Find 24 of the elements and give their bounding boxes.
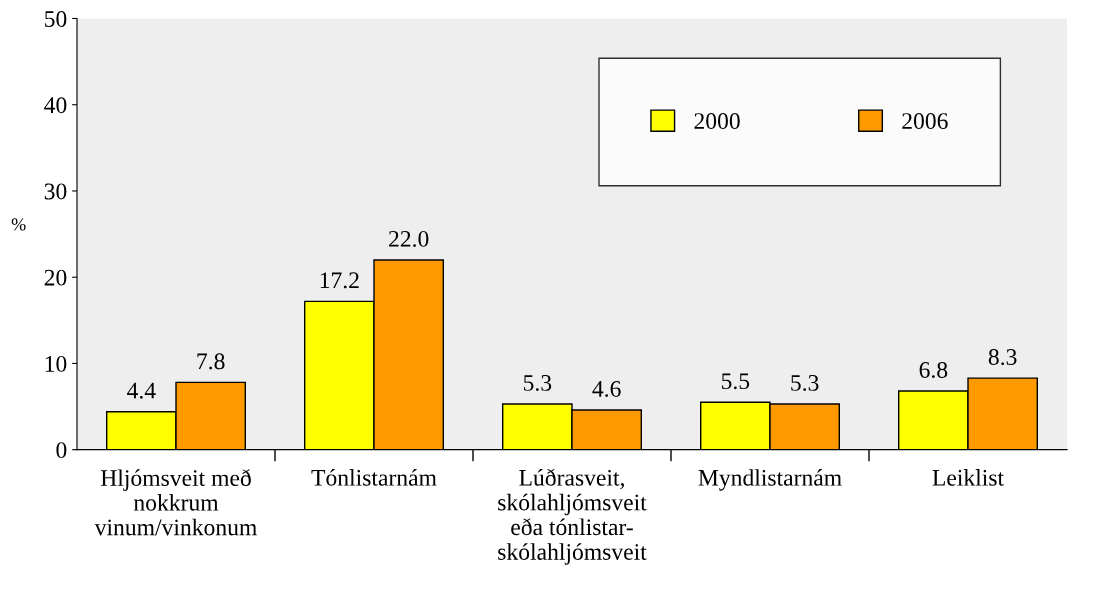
x-tick-label: Hljómsveit með nokkrum vinum/vinkonum [94, 469, 257, 536]
y-axis-title: % [11, 218, 26, 231]
data-label: 7.8 [197, 353, 225, 370]
data-label: 17.2 [320, 272, 359, 289]
data-label: 22.0 [389, 230, 429, 247]
y-tick-label: 50 [45, 10, 67, 27]
y-tick-label: 10 [45, 355, 67, 372]
x-tick-label: Leiklist [932, 469, 1004, 486]
legend-label: 2000 [694, 113, 740, 130]
data-label: 8.3 [988, 349, 1017, 366]
data-label: 5.3 [791, 374, 819, 391]
data-label: 6.8 [919, 361, 948, 379]
data-label: 5.5 [721, 373, 750, 390]
y-tick-label: 0 [56, 442, 67, 459]
data-label: 4.4 [127, 382, 156, 399]
y-tick-label: 40 [44, 97, 67, 114]
y-tick-label: 20 [44, 269, 67, 286]
x-tick-label: Lúðrasveit, skólahljómsveit eða tónlistar- skólahljómsveit [498, 468, 647, 565]
data-label: 4.6 [592, 381, 621, 397]
data-label: 5.3 [523, 374, 552, 391]
legend-label: 2006 [902, 113, 948, 130]
x-tick-label: Myndlistarnám [698, 469, 842, 491]
x-tick-label: Tónlistarnám [311, 469, 437, 486]
y-tick-label: 30 [44, 183, 67, 200]
